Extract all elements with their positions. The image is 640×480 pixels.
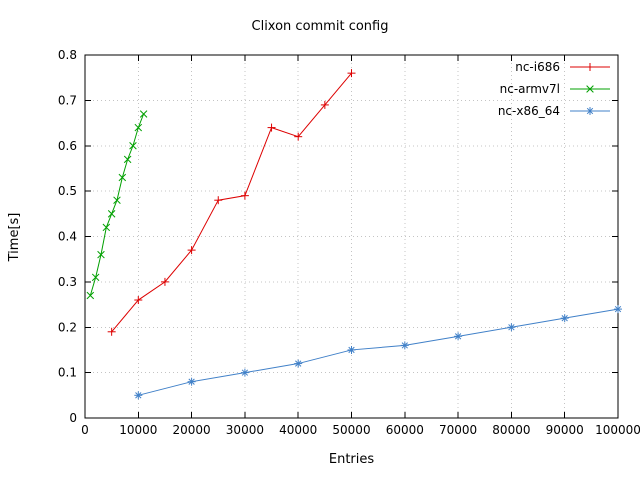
marker-cross <box>129 141 137 150</box>
marker-asterisk <box>614 305 622 314</box>
marker-plus <box>134 296 143 305</box>
marker-cross <box>123 155 132 164</box>
marker-asterisk <box>134 391 143 400</box>
y-tick-label: 0.1 <box>58 366 77 380</box>
x-tick-label: 10000 <box>119 423 157 437</box>
x-tick-label: 90000 <box>546 423 584 437</box>
series-line-nc-i686 <box>111 72 352 333</box>
marker-cross <box>113 196 121 204</box>
marker-asterisk <box>400 341 409 350</box>
marker-plus <box>347 69 356 78</box>
chart-title: Clixon commit config <box>251 19 389 34</box>
y-tick-label: 0.4 <box>58 230 77 244</box>
marker-plus <box>320 100 329 109</box>
series-line-nc-x86_64 <box>138 308 619 396</box>
marker-cross <box>86 291 95 300</box>
marker-plus <box>107 327 116 336</box>
marker-asterisk <box>294 359 303 368</box>
y-tick-label: 0.7 <box>58 93 77 107</box>
legend-label: nc-i686 <box>515 60 560 74</box>
marker-asterisk <box>454 332 463 341</box>
marker-cross <box>91 273 100 282</box>
y-tick-label: 0.8 <box>58 48 77 62</box>
x-tick-label: 70000 <box>439 423 477 437</box>
marker-plus <box>187 246 196 255</box>
marker-plus <box>240 191 249 200</box>
y-tick-label: 0.5 <box>58 184 77 198</box>
marker-asterisk <box>240 368 249 377</box>
x-tick-label: 40000 <box>279 423 317 437</box>
y-tick-label: 0.3 <box>58 275 77 289</box>
marker-cross <box>139 110 148 118</box>
legend-label: nc-x86_64 <box>498 104 560 118</box>
y-tick-label: 0.6 <box>58 139 77 153</box>
marker-plus <box>214 196 223 205</box>
marker-cross <box>118 173 127 182</box>
x-tick-label: 50000 <box>332 423 370 437</box>
marker-cross <box>97 250 105 259</box>
x-tick-label: 20000 <box>173 423 211 437</box>
x-tick-label: 0 <box>81 423 89 437</box>
marker-asterisk <box>347 345 356 354</box>
marker-plus <box>267 123 276 132</box>
marker-plus <box>586 63 594 71</box>
marker-asterisk <box>187 377 196 386</box>
x-tick-label: 60000 <box>386 423 424 437</box>
x-tick-label: 30000 <box>226 423 264 437</box>
marker-cross <box>134 123 143 132</box>
marker-cross <box>586 85 594 93</box>
legend-label: nc-armv7l <box>500 82 560 96</box>
marker-plus <box>294 132 303 141</box>
x-tick-label: 100000 <box>595 423 640 437</box>
marker-asterisk <box>507 323 516 332</box>
x-tick-label: 80000 <box>492 423 530 437</box>
marker-cross <box>102 223 111 232</box>
marker-cross <box>107 210 116 218</box>
marker-asterisk <box>586 107 594 115</box>
series-line-nc-armv7l <box>89 113 145 296</box>
y-tick-label: 0.2 <box>58 320 77 334</box>
marker-plus <box>160 277 169 286</box>
marker-asterisk <box>560 314 569 323</box>
y-tick-label: 0 <box>69 411 77 425</box>
x-axis-label: Entries <box>328 452 375 467</box>
